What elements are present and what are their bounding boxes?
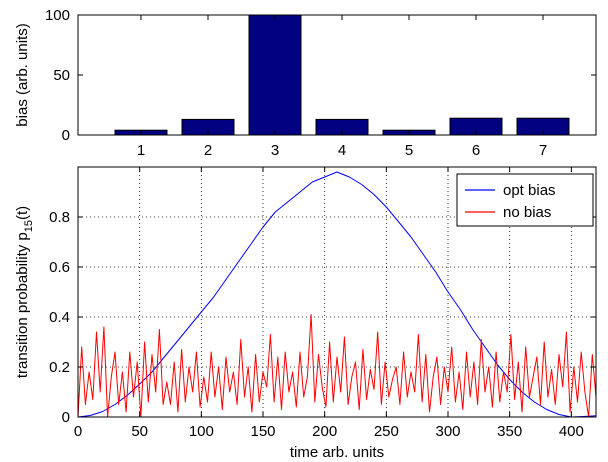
series-line-opt-bias [77, 171, 597, 418]
probability-y-axis-label-main: transition probability p [14, 232, 31, 378]
series-lines [77, 171, 597, 418]
time-x-tick-label-100: 100 [189, 423, 214, 440]
bias-x-tick-label-2: 2 [204, 142, 212, 159]
probability-y-axis-label-suffix: (t) [14, 206, 31, 220]
bias-x-tick-label-5: 5 [405, 142, 413, 159]
transition-probability-chart: 0 50 100 150 200 250 300 350 400 0 0.2 0.4 0.6 0.8 t… [14, 166, 597, 461]
time-x-ticks: 0 50 100 150 200 250 300 350 400 [74, 167, 584, 440]
bias-y-axis-label: bias (arb. units) [14, 23, 31, 126]
time-x-tick-label-400: 400 [559, 423, 584, 440]
probability-y-tick-label-0.8: 0.8 [49, 209, 70, 226]
bias-x-tick-label-3: 3 [271, 142, 279, 159]
bottom-plot-frame [77, 166, 597, 418]
bias-x-tick-label-6: 6 [472, 142, 480, 159]
legend-label-no-bias: no bias [503, 204, 551, 221]
bias-x-tick-label-7: 7 [539, 142, 547, 159]
probability-y-tick-label-0.4: 0.4 [49, 309, 70, 326]
bias-x-tick-label-4: 4 [338, 142, 346, 159]
legend: opt bias no bias [456, 173, 594, 227]
time-x-tick-label-250: 250 [374, 423, 399, 440]
bias-x-tick-label-1: 1 [137, 142, 145, 159]
bar-3 [248, 14, 302, 136]
legend-label-opt-bias: opt bias [503, 182, 556, 199]
top-plot-frame [77, 14, 597, 136]
bias-y-tick-label-0: 0 [62, 127, 70, 144]
bias-x-ticks: 1 2 3 4 5 6 7 [137, 15, 547, 159]
probability-y-tick-label-0.2: 0.2 [49, 359, 70, 376]
time-x-tick-label-50: 50 [131, 423, 148, 440]
probability-y-tick-label-0: 0 [62, 409, 70, 426]
probability-y-tick-label-0.6: 0.6 [49, 259, 70, 276]
time-x-tick-label-150: 150 [250, 423, 275, 440]
time-x-axis-label: time arb. units [290, 444, 384, 461]
time-x-tick-label-200: 200 [312, 423, 337, 440]
series-line-no-bias [77, 314, 597, 418]
bias-y-ticks: 0 50 100 [45, 7, 596, 144]
probability-y-axis-label: transition probability p15(t) [14, 206, 35, 378]
top-plot-area [78, 15, 596, 135]
time-x-tick-label-300: 300 [435, 423, 460, 440]
bias-y-tick-label-50: 50 [53, 67, 70, 84]
legend-box [456, 173, 594, 227]
bias-y-tick-label-100: 100 [45, 7, 70, 24]
time-x-tick-label-0: 0 [74, 423, 82, 440]
bias-bar-chart: 0 50 100 1 2 3 4 5 6 7 bias (arb. units) [14, 7, 597, 159]
time-x-tick-label-350: 350 [497, 423, 522, 440]
probability-y-axis-label-subscript: 15 [23, 220, 35, 232]
probability-y-ticks: 0 0.2 0.4 0.6 0.8 [49, 209, 596, 426]
